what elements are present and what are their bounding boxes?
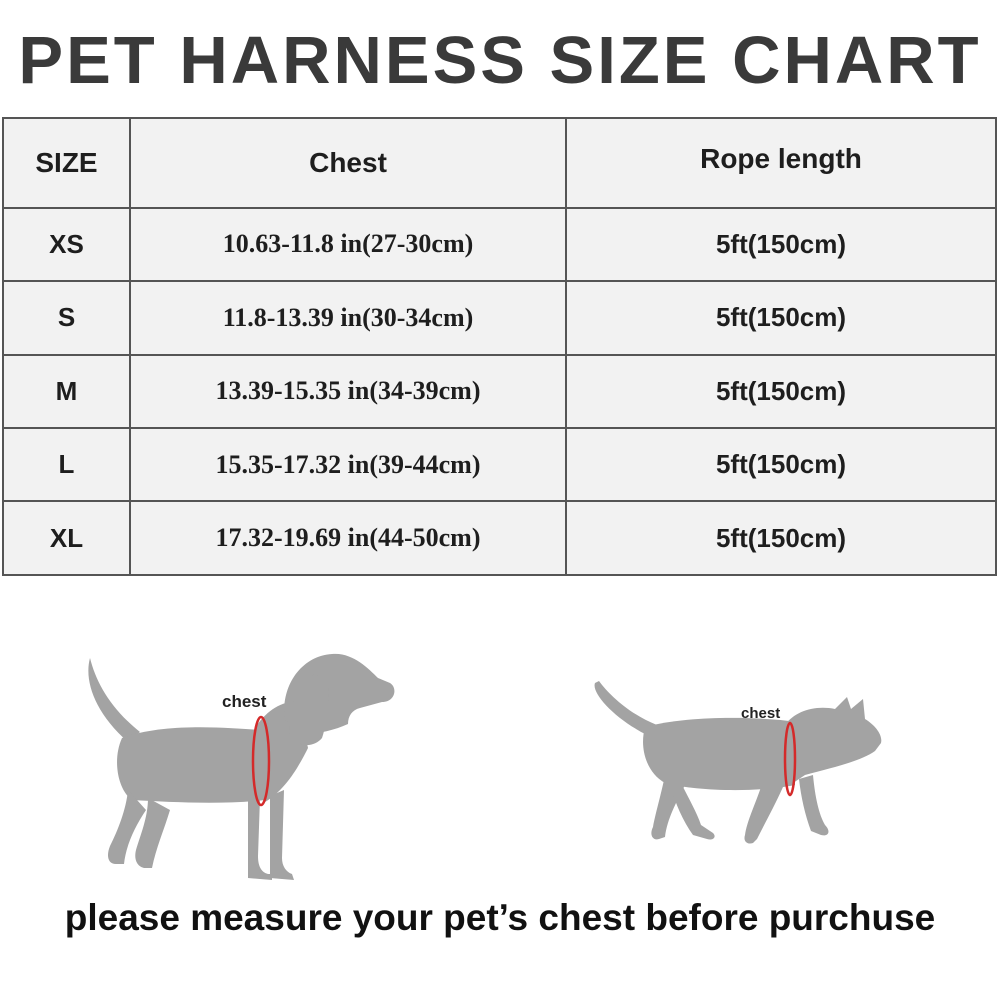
dog-chest-label: chest bbox=[222, 692, 267, 711]
rope-length-cell: 5ft(150cm) bbox=[565, 353, 997, 429]
size-cell: S bbox=[2, 280, 131, 356]
chest-cell: 13.39-15.35 in(34-39cm) bbox=[129, 353, 567, 429]
table-row: L 15.35-17.32 in(39-44cm) 5ft(150cm) bbox=[2, 426, 997, 503]
table-row: XS 10.63-11.8 in(27-30cm) 5ft(150cm) bbox=[2, 206, 997, 283]
size-cell: XS bbox=[2, 206, 131, 283]
cat-illustration: chest bbox=[594, 681, 882, 844]
header-rope-length: Rope length bbox=[565, 117, 997, 209]
dog-illustration: chest bbox=[88, 653, 395, 880]
cat-chest-label: chest bbox=[741, 705, 780, 722]
chart-title: PET HARNESS SIZE CHART bbox=[18, 23, 982, 98]
table-row: M 13.39-15.35 in(34-39cm) 5ft(150cm) bbox=[2, 353, 997, 429]
cat-silhouette bbox=[594, 681, 882, 844]
header-size: SIZE bbox=[2, 117, 131, 209]
table-row: XL 17.32-19.69 in(44-50cm) 5ft(150cm) bbox=[2, 500, 997, 576]
dog-silhouette bbox=[88, 653, 395, 880]
chest-cell: 17.32-19.69 in(44-50cm) bbox=[129, 500, 567, 576]
rope-length-cell: 5ft(150cm) bbox=[565, 206, 997, 283]
size-cell: XL bbox=[2, 500, 131, 576]
rope-length-cell: 5ft(150cm) bbox=[565, 280, 997, 356]
rope-length-cell: 5ft(150cm) bbox=[565, 500, 997, 576]
chest-cell: 10.63-11.8 in(27-30cm) bbox=[129, 206, 567, 283]
size-cell: M bbox=[2, 353, 131, 429]
chest-cell: 15.35-17.32 in(39-44cm) bbox=[129, 426, 567, 503]
table-row: S 11.8-13.39 in(30-34cm) 5ft(150cm) bbox=[2, 280, 997, 356]
header-rope-length-label: Rope length bbox=[700, 142, 862, 174]
size-table: SIZE Chest Rope length XS 10.63-11.8 in(… bbox=[2, 117, 997, 576]
rope-length-cell: 5ft(150cm) bbox=[565, 426, 997, 503]
dog-chest-measure-line bbox=[251, 715, 271, 807]
footer-instruction: please measure your pet’s chest before p… bbox=[64, 897, 936, 938]
size-cell: L bbox=[2, 426, 131, 503]
table-header-row: SIZE Chest Rope length bbox=[2, 117, 997, 209]
chest-cell: 11.8-13.39 in(30-34cm) bbox=[129, 280, 567, 356]
cat-chest-measure-line bbox=[783, 721, 797, 797]
header-chest: Chest bbox=[129, 117, 567, 209]
